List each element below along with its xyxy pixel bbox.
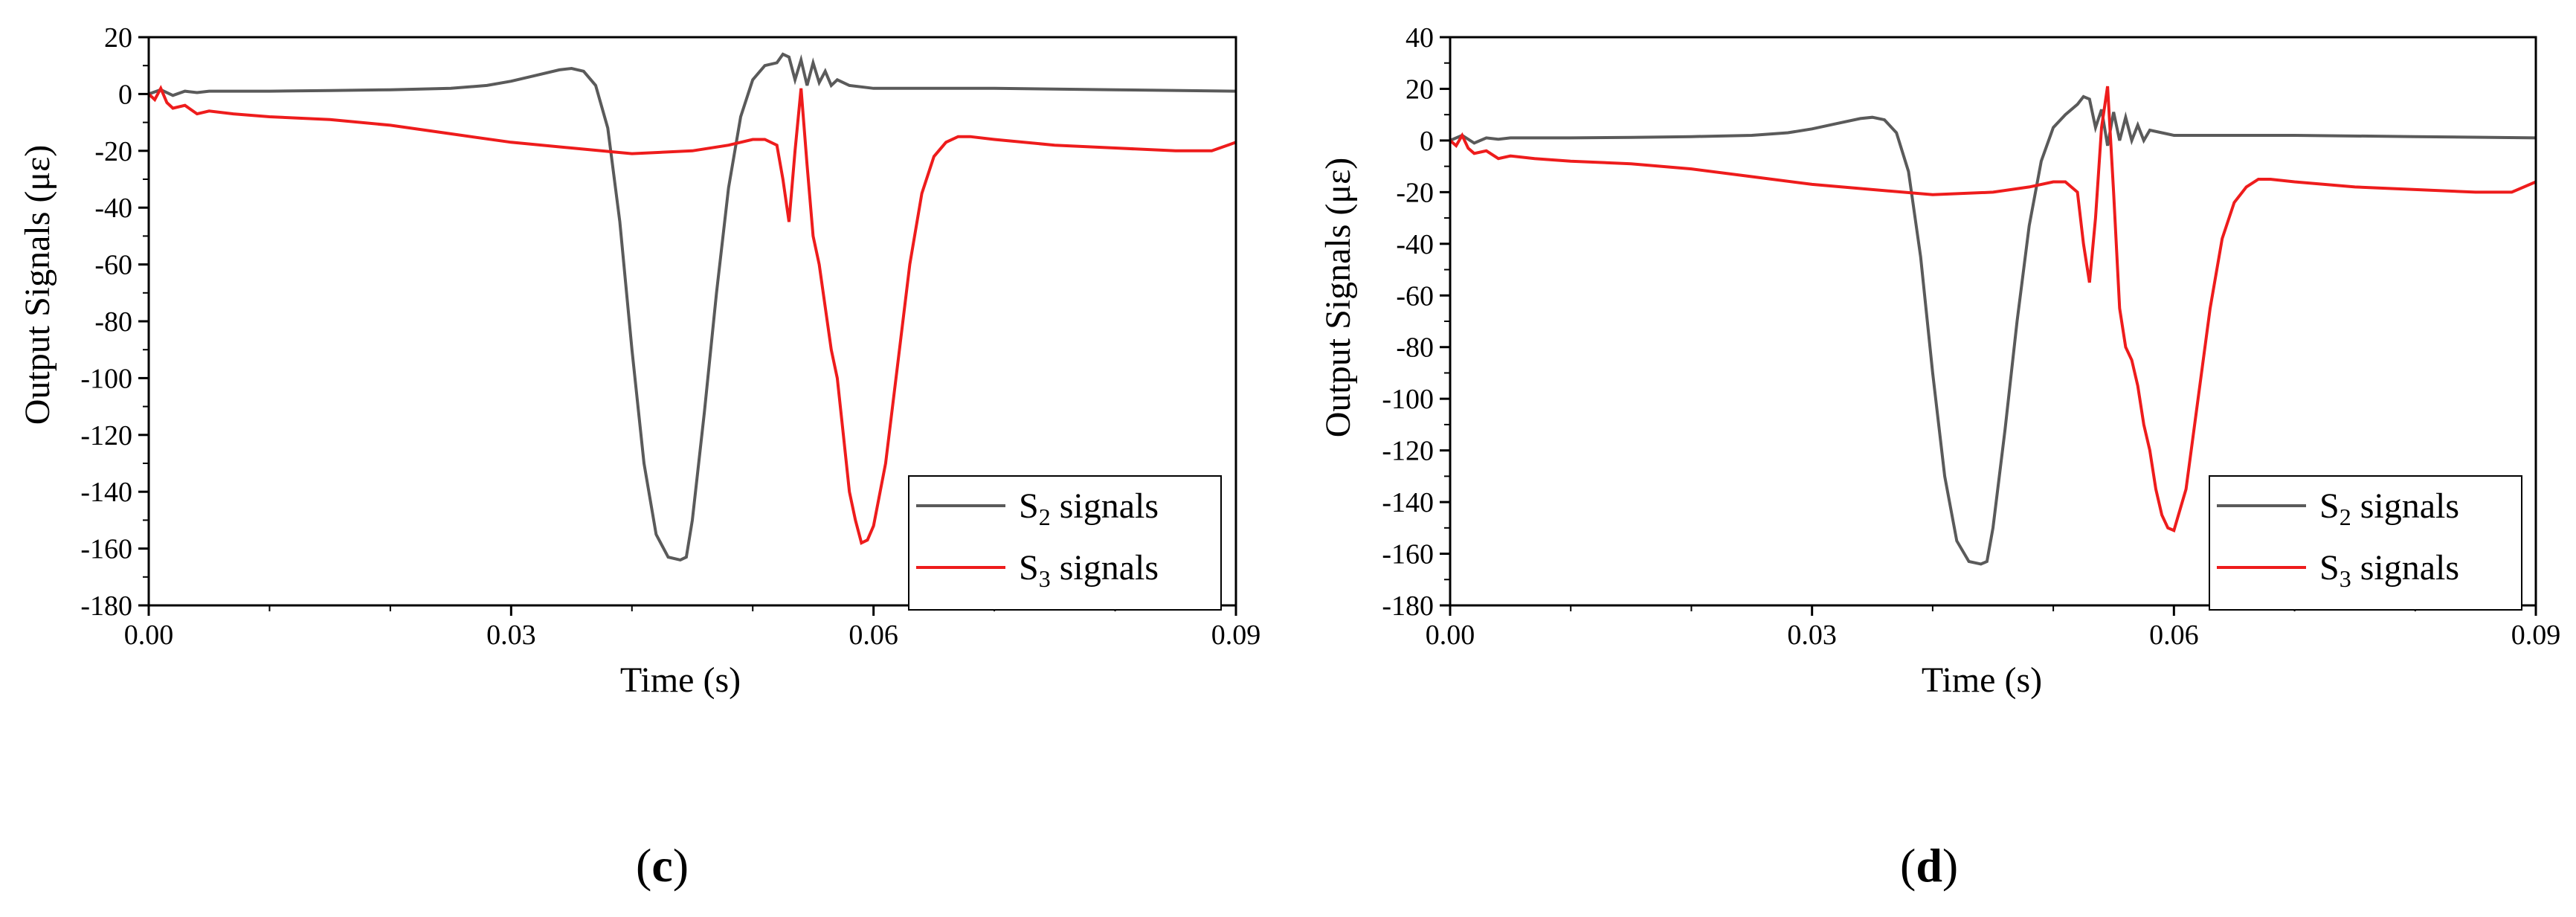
x-axis-label: Time (s) xyxy=(1922,660,2042,700)
y-tick-label: 0 xyxy=(1420,126,1434,157)
y-tick-labels: 40 20 0 -20 -40 -60 -80 -100 -120 -140 -160 -180 xyxy=(1382,22,1434,622)
panel-label-d: (d) xyxy=(1900,839,1958,892)
y-tick-label: -120 xyxy=(1382,436,1434,467)
y-tick-label: -100 xyxy=(1382,384,1434,415)
x-tick-labels: 0.00 0.03 0.06 0.09 xyxy=(1426,620,2561,651)
x-tick-label: 0.00 xyxy=(1426,620,1475,651)
y-tick-label: 0 xyxy=(118,79,132,110)
plot-area xyxy=(1449,86,2537,566)
y-tick-label: 20 xyxy=(104,22,132,54)
y-axis-label: Output Signals (με) xyxy=(1318,158,1358,438)
y-tick-label: -140 xyxy=(1382,487,1434,518)
y-tick-label: -180 xyxy=(1382,591,1434,622)
x-tick-label: 0.03 xyxy=(486,620,536,651)
series-line-s2 xyxy=(148,52,1237,562)
y-tick-label: 20 xyxy=(1405,74,1434,105)
plot-frame xyxy=(1449,36,2537,607)
x-axis-label: Time (s) xyxy=(620,660,741,700)
panel-label-c: (c) xyxy=(636,839,689,892)
plot-area xyxy=(147,52,1237,562)
x-tick-label: 0.06 xyxy=(849,620,898,651)
series-line-s3 xyxy=(1449,86,2537,533)
y-tick-label: -160 xyxy=(1382,539,1434,570)
y-tick-label: -40 xyxy=(1396,229,1434,260)
x-tick-label: 0.06 xyxy=(2149,620,2199,651)
y-tick-label: -80 xyxy=(94,306,132,338)
series-line-s2 xyxy=(1449,94,2537,566)
y-tick-label: -180 xyxy=(80,591,132,622)
y-tick-label: -100 xyxy=(80,363,132,394)
y-tick-label: -80 xyxy=(1396,332,1434,364)
x-tick-label: 0.00 xyxy=(124,620,174,651)
y-tick-label: -60 xyxy=(94,250,132,281)
x-tick-label: 0.03 xyxy=(1787,620,1837,651)
y-tick-label: -40 xyxy=(94,193,132,224)
legend: S2 signals S3 signals xyxy=(2209,475,2522,611)
legend-label-s3: S3 signals xyxy=(1019,548,1159,592)
plot-frame xyxy=(147,36,1237,607)
y-tick-labels: 20 0 -20 -40 -60 -80 -100 -120 -140 -160 -180 xyxy=(80,22,132,622)
legend-label-s2: S2 signals xyxy=(1019,486,1159,530)
y-tick-label: -140 xyxy=(80,477,132,508)
y-tick-label: -120 xyxy=(80,420,132,451)
y-tick-label: -60 xyxy=(1396,280,1434,312)
chart-panel-c: 20 0 -20 -40 -60 -80 -100 -120 -140 -160 -180 0.00… xyxy=(18,22,1260,892)
y-tick-label: -20 xyxy=(1396,177,1434,208)
legend-box xyxy=(908,475,1222,611)
legend-label-s2: S2 signals xyxy=(2319,486,2459,530)
x-tick-labels: 0.00 0.03 0.06 0.09 xyxy=(124,620,1261,651)
y-tick-label: -20 xyxy=(94,136,132,167)
series-line-s3 xyxy=(147,85,1237,545)
y-axis-label: Output Signals (με) xyxy=(18,145,57,425)
y-tick-label: -160 xyxy=(80,534,132,565)
legend-label-s3: S3 signals xyxy=(2319,548,2459,592)
legend: S2 signals S3 signals xyxy=(908,475,1222,611)
x-tick-label: 0.09 xyxy=(1211,620,1261,651)
x-tick-label: 0.09 xyxy=(2511,620,2561,651)
y-tick-label: 40 xyxy=(1405,22,1434,54)
legend-box xyxy=(2209,475,2522,611)
chart-panel-d: 40 20 0 -20 -40 -60 -80 -100 -120 -140 -160 -180 0.… xyxy=(1318,22,2560,892)
